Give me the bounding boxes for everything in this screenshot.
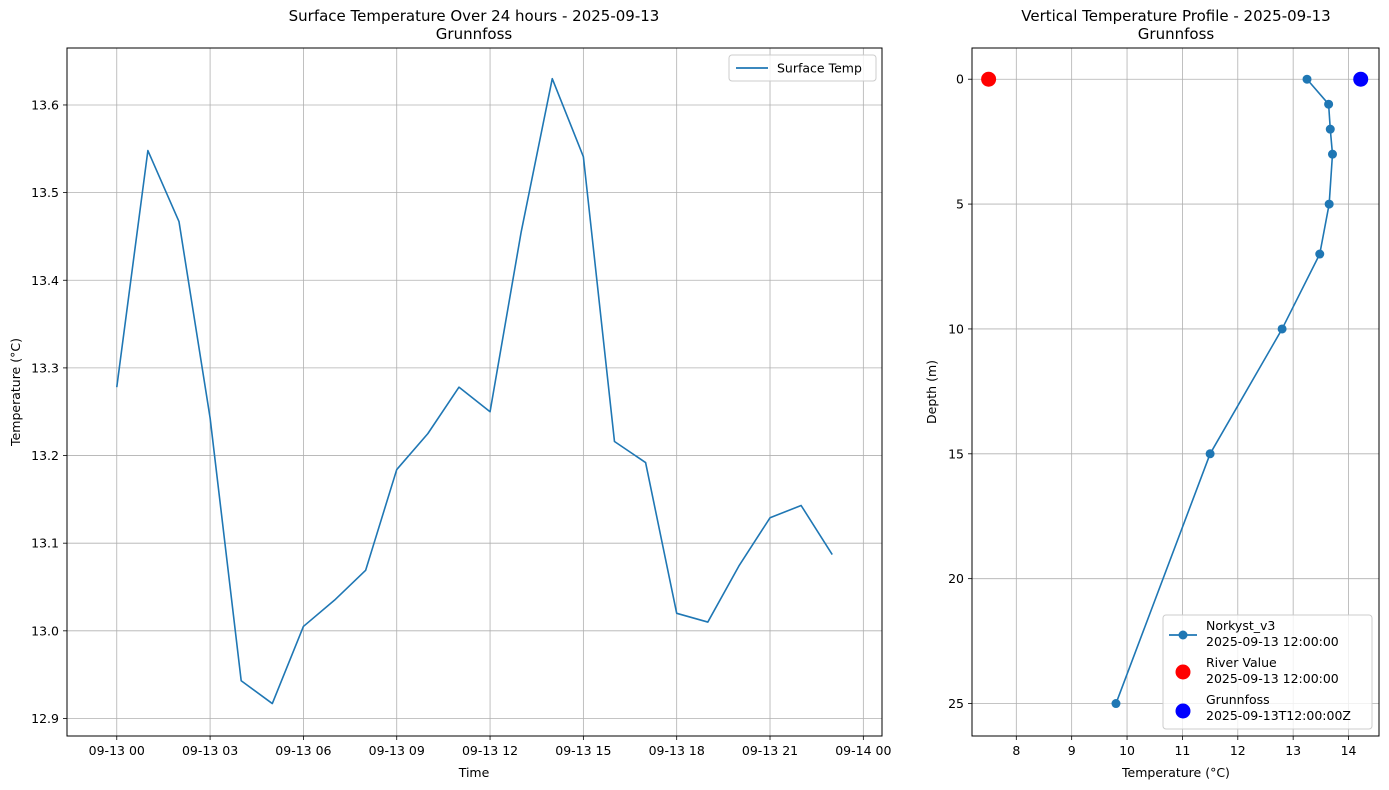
surface-temperature-chart: Surface Temperature Over 24 hours - 2025… [8,7,891,780]
chart1-x-axis-label: Time [458,765,490,780]
chart1-legend: Surface Temp [728,54,877,82]
norkyst-profile-point [1315,249,1325,259]
chart1-x-tick-label: 09-13 09 [369,743,425,758]
chart2-y-tick-label: 0 [956,72,964,87]
norkyst-profile-point [1277,324,1287,334]
chart1-x-tick-label: 09-13 21 [742,743,798,758]
chart2-x-tick-label: 14 [1341,743,1357,758]
chart2-legend-box [1162,614,1373,730]
chart2-x-tick-label: 10 [1119,743,1135,758]
chart2-x-tick-label: 13 [1285,743,1301,758]
chart1-y-tick-label: 13.4 [31,273,59,288]
chart1-y-tick-label: 13.1 [31,536,59,551]
chart1-y-tick-label: 13.5 [31,185,59,200]
chart1-x-ticks: 09-13 00 09-13 03 09-13 06 09-13 09 09-13 12… [89,736,891,758]
norkyst-profile-point [1325,124,1335,134]
chart1-x-tick-label: 09-13 03 [182,743,238,758]
chart1-plot-frame [66,47,883,737]
chart1-x-tick-label: 09-13 00 [89,743,145,758]
chart2-legend-norkyst-time: 2025-09-13 12:00:00 [1206,634,1339,649]
chart1-grid [67,48,882,736]
norkyst-profile-point [1302,74,1312,84]
chart2-title-line2: Grunnfoss [1138,25,1215,43]
chart2-legend-norkyst-name: Norkyst_v3 [1206,618,1275,633]
norkyst-profile-line [1115,78,1334,704]
chart1-y-tick-label: 12.9 [31,711,59,726]
chart1-y-tick-label: 13.3 [31,360,59,375]
chart1-x-tick-label: 09-13 15 [555,743,611,758]
river-value-point [981,71,997,87]
chart2-series [981,71,1369,709]
chart1-legend-label: Surface Temp [777,61,862,76]
chart1-title-line1: Surface Temperature Over 24 hours - 2025… [289,7,660,25]
chart1-series [115,77,833,705]
norkyst-profile-point [1111,699,1121,709]
chart1-legend-box [728,54,877,82]
norkyst-profile-point [1327,149,1337,159]
chart2-y-ticks: 0 5 10 15 20 25 [948,72,972,711]
chart2-title-line1: Vertical Temperature Profile - 2025-09-1… [1021,7,1330,25]
chart2-legend-river-time: 2025-09-13 12:00:00 [1206,671,1339,686]
chart2-y-tick-label: 25 [948,696,964,711]
norkyst-profile-point [1324,99,1334,109]
chart2-y-tick-label: 20 [948,571,964,586]
chart2-x-tick-label: 9 [1068,743,1076,758]
chart1-y-tick-label: 13.0 [31,623,59,638]
norkyst-profile-point [1205,449,1215,459]
chart2-legend-norkyst-marker [1178,630,1188,640]
chart1-x-tick-label: 09-13 06 [275,743,331,758]
chart2-y-tick-label: 10 [948,321,964,336]
chart1-y-tick-label: 13.2 [31,448,59,463]
chart1-x-tick-label: 09-13 18 [649,743,705,758]
chart2-x-tick-label: 11 [1174,743,1190,758]
surface-temp-line [115,77,833,705]
chart2-x-tick-label: 12 [1230,743,1246,758]
chart1-x-tick-label: 09-14 00 [835,743,891,758]
chart2-legend-grunnfoss-marker [1175,703,1191,719]
vertical-profile-chart: Vertical Temperature Profile - 2025-09-1… [924,7,1380,780]
grunnfoss-point [1353,71,1369,87]
chart2-plot-frame [971,47,1380,737]
chart1-title-line2: Grunnfoss [436,25,513,43]
chart1-y-ticks: 12.9 13.0 13.1 13.2 13.3 13.4 13.5 13.6 [31,97,67,726]
norkyst-profile-point [1324,199,1334,209]
chart1-y-tick-label: 13.6 [31,97,59,112]
chart2-x-tick-label: 8 [1012,743,1020,758]
chart2-legend-grunnfoss-time: 2025-09-13T12:00:00Z [1206,708,1351,723]
chart2-x-ticks: 8 9 10 11 12 13 14 [1012,736,1357,758]
chart2-y-tick-label: 5 [956,197,964,212]
chart2-legend-grunnfoss-name: Grunnfoss [1206,692,1270,707]
chart2-legend-river-name: River Value [1206,655,1277,670]
chart1-y-axis-label: Temperature (°C) [8,338,23,447]
chart2-y-axis-label: Depth (m) [924,360,939,424]
chart1-x-tick-label: 09-13 12 [462,743,518,758]
chart2-legend-river-marker [1175,664,1191,680]
chart2-legend: Norkyst_v3 2025-09-13 12:00:00 River Val… [1162,614,1373,730]
chart2-y-tick-label: 15 [948,446,964,461]
chart2-x-axis-label: Temperature (°C) [1121,765,1230,780]
